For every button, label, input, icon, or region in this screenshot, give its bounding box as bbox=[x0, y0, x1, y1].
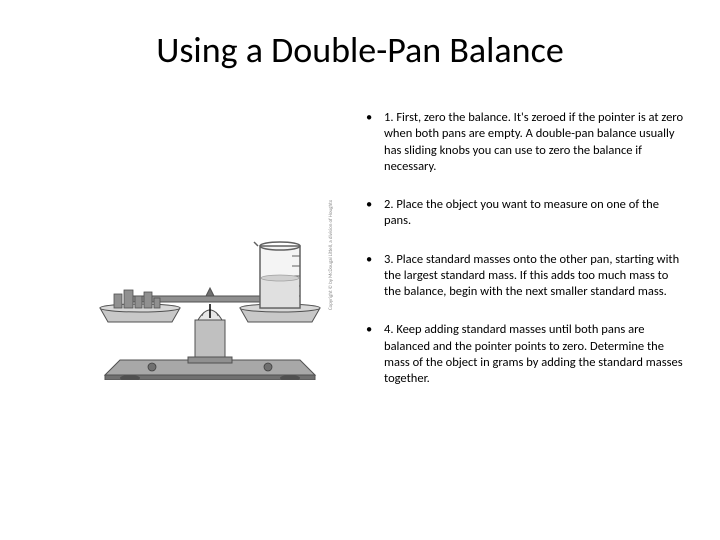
list-item: • 1. First, zero the balance. It's zeroe… bbox=[364, 110, 684, 175]
list-item: • 2. Place the object you want to measur… bbox=[364, 197, 684, 230]
bullet-marker: • bbox=[364, 110, 384, 175]
bullet-text: 4. Keep adding standard masses until bot… bbox=[384, 322, 684, 387]
list-item: • 3. Place standard masses onto the othe… bbox=[364, 252, 684, 301]
bullet-marker: • bbox=[364, 197, 384, 230]
bullet-marker: • bbox=[364, 252, 384, 301]
bullet-list: • 1. First, zero the balance. It's zeroe… bbox=[364, 110, 684, 409]
bullet-marker: • bbox=[364, 322, 384, 387]
bullet-text: 2. Place the object you want to measure … bbox=[384, 197, 684, 230]
page-title: Using a Double-Pan Balance bbox=[0, 28, 720, 72]
list-item: • 4. Keep adding standard masses until b… bbox=[364, 322, 684, 387]
bullet-text: 3. Place standard masses onto the other … bbox=[384, 252, 684, 301]
svg-text:Copyright © by McDougal Littel: Copyright © by McDougal Littell, a divis… bbox=[327, 200, 334, 310]
bullet-text: 1. First, zero the balance. It's zeroed … bbox=[384, 110, 684, 175]
balance-illustration: Copyright © by McDougal Littell, a divis… bbox=[80, 200, 340, 380]
